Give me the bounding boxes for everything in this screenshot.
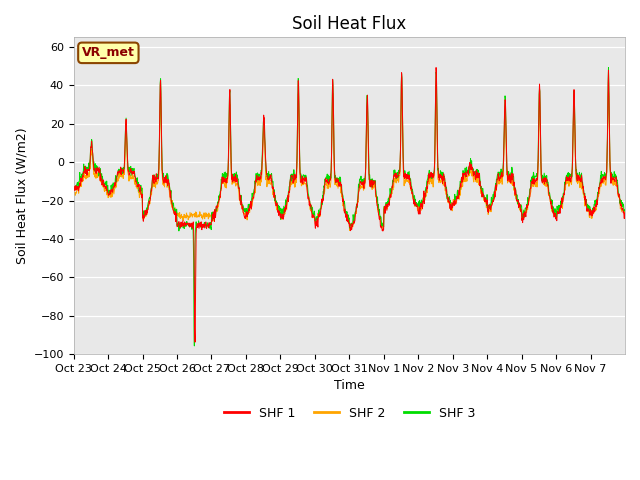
SHF 3	[621, 207, 629, 213]
SHF 1	[614, 193, 622, 199]
Legend: SHF 1, SHF 2, SHF 3: SHF 1, SHF 2, SHF 3	[218, 402, 480, 424]
SHF 3	[191, 343, 198, 349]
Line: SHF 2: SHF 2	[74, 87, 625, 230]
SHF 3	[335, 178, 343, 184]
SHF 1	[325, 181, 333, 187]
SHF 2	[614, 194, 622, 200]
SHF 2	[70, 189, 77, 195]
SHF 3	[156, 104, 164, 109]
SHF 2	[621, 209, 629, 215]
SHF 1	[335, 183, 343, 189]
SHF 1	[561, 187, 568, 192]
X-axis label: Time: Time	[334, 379, 365, 392]
SHF 1	[191, 339, 199, 345]
SHF 2	[346, 228, 353, 233]
SHF 2	[156, 116, 164, 122]
SHF 1	[70, 186, 77, 192]
SHF 3	[605, 65, 612, 71]
SHF 2	[324, 185, 332, 191]
SHF 2	[335, 177, 342, 183]
SHF 3	[70, 184, 77, 190]
Title: Soil Heat Flux: Soil Heat Flux	[292, 15, 406, 33]
SHF 1	[480, 194, 488, 200]
SHF 2	[480, 198, 488, 204]
Line: SHF 1: SHF 1	[74, 68, 625, 342]
SHF 3	[614, 191, 622, 197]
Line: SHF 3: SHF 3	[74, 68, 625, 346]
SHF 2	[432, 84, 440, 90]
SHF 3	[561, 186, 568, 192]
SHF 1	[432, 65, 440, 71]
SHF 3	[325, 178, 333, 183]
SHF 1	[156, 101, 164, 107]
Y-axis label: Soil Heat Flux (W/m2): Soil Heat Flux (W/m2)	[15, 127, 28, 264]
SHF 2	[561, 187, 568, 192]
SHF 1	[621, 210, 629, 216]
Text: VR_met: VR_met	[82, 47, 135, 60]
SHF 3	[479, 194, 487, 200]
